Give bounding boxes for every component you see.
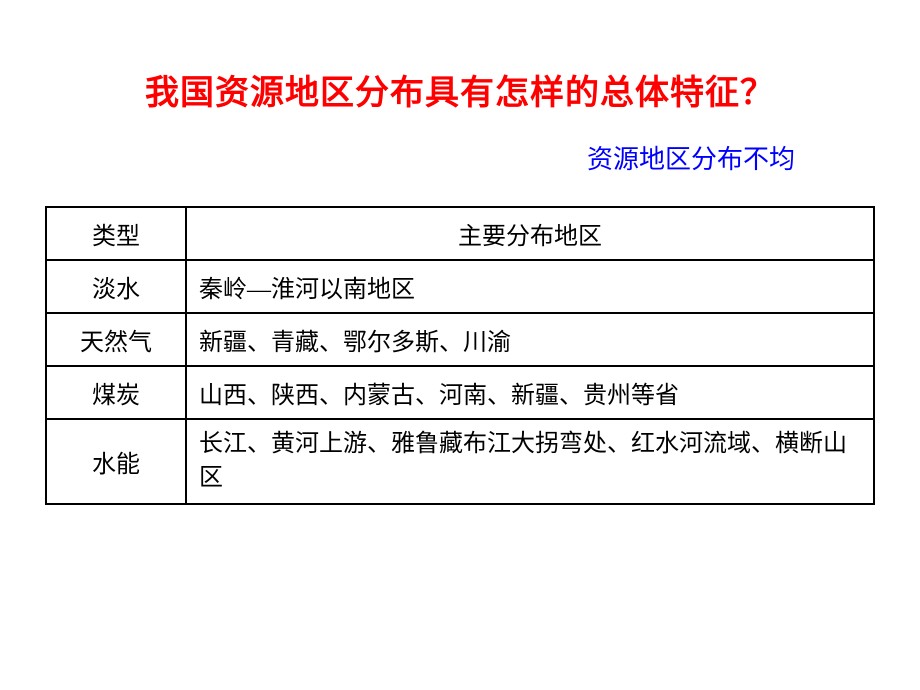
header-distribution: 主要分布地区 bbox=[186, 207, 874, 260]
resource-table: 类型 主要分布地区 淡水 秦岭—淮河以南地区 天然气 新疆、青藏、鄂尔多斯、川渝… bbox=[45, 206, 875, 505]
cell-type: 天然气 bbox=[46, 313, 186, 366]
cell-type: 淡水 bbox=[46, 260, 186, 313]
table-row: 天然气 新疆、青藏、鄂尔多斯、川渝 bbox=[46, 313, 874, 366]
table-row: 煤炭 山西、陕西、内蒙古、河南、新疆、贵州等省 bbox=[46, 366, 874, 419]
cell-distribution: 山西、陕西、内蒙古、河南、新疆、贵州等省 bbox=[186, 366, 874, 419]
table-row: 淡水 秦岭—淮河以南地区 bbox=[46, 260, 874, 313]
header-type: 类型 bbox=[46, 207, 186, 260]
cell-distribution: 长江、黄河上游、雅鲁藏布江大拐弯处、红水河流域、横断山区 bbox=[186, 419, 874, 504]
cell-distribution: 秦岭—淮河以南地区 bbox=[186, 260, 874, 313]
table-row: 水能 长江、黄河上游、雅鲁藏布江大拐弯处、红水河流域、横断山区 bbox=[46, 419, 874, 504]
cell-type: 煤炭 bbox=[46, 366, 186, 419]
cell-distribution: 新疆、青藏、鄂尔多斯、川渝 bbox=[186, 313, 874, 366]
page-title: 我国资源地区分布具有怎样的总体特征？ bbox=[45, 65, 875, 114]
cell-type: 水能 bbox=[46, 419, 186, 504]
table-header-row: 类型 主要分布地区 bbox=[46, 207, 874, 260]
page-subtitle: 资源地区分布不均 bbox=[45, 139, 795, 176]
